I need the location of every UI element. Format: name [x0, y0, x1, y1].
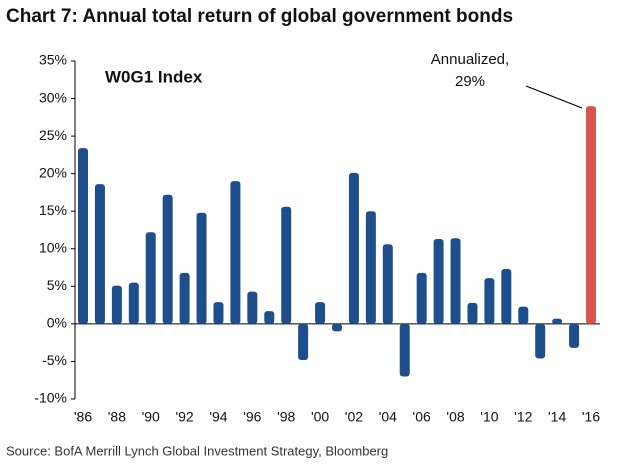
x-tick-label: '10 — [480, 409, 498, 425]
y-tick-label: 20% — [39, 164, 67, 180]
bar — [484, 278, 495, 324]
bar — [264, 311, 275, 324]
bar — [281, 206, 292, 324]
bar — [213, 302, 224, 324]
bar — [111, 285, 122, 324]
source: Source: BofA Merrill Lynch Global Invest… — [6, 443, 388, 458]
y-tick-label: 15% — [39, 202, 67, 218]
bar — [399, 323, 410, 377]
bar — [247, 291, 258, 324]
bar — [332, 323, 342, 332]
bar — [535, 323, 546, 359]
annotation: 29% — [455, 73, 485, 90]
x-tick-label: '86 — [74, 409, 92, 425]
y-tick-label: 25% — [39, 127, 67, 143]
bar — [518, 306, 529, 324]
bar — [145, 232, 156, 324]
annotation: W0G1 Index — [105, 67, 203, 86]
x-tick-label: '88 — [108, 409, 126, 425]
bar — [467, 302, 478, 324]
annotation: Annualized, — [431, 51, 509, 68]
bar — [196, 212, 207, 324]
x-tick-label: '92 — [175, 409, 193, 425]
y-tick-label: 0% — [47, 315, 67, 331]
x-tick-label: '96 — [243, 409, 261, 425]
y-tick-label: 5% — [47, 277, 67, 293]
bar — [94, 184, 105, 324]
y-tick-label: 35% — [39, 52, 67, 68]
bar — [501, 269, 512, 324]
bar — [162, 194, 173, 324]
bar — [552, 318, 563, 324]
bar — [128, 282, 139, 324]
x-tick-label: '16 — [582, 409, 600, 425]
bar — [586, 106, 596, 324]
bar — [433, 239, 444, 324]
x-tick-label: '04 — [379, 409, 397, 425]
y-tick-label: -10% — [34, 390, 67, 406]
bar — [230, 181, 241, 324]
chart-title: Chart 7: Annual total return of global g… — [6, 6, 513, 27]
x-tick-label: '90 — [142, 409, 160, 425]
bar — [450, 238, 461, 324]
bar — [382, 244, 393, 324]
bar — [348, 172, 359, 324]
bar — [78, 148, 88, 324]
x-tick-label: '12 — [514, 409, 532, 425]
x-tick-label: '14 — [548, 409, 566, 425]
y-tick-label: 30% — [39, 89, 67, 105]
x-tick-label: '02 — [345, 409, 363, 425]
bar — [298, 323, 309, 360]
bar — [569, 323, 580, 348]
y-tick-label: 10% — [39, 239, 67, 255]
bar — [365, 211, 376, 324]
bar — [315, 302, 326, 324]
x-tick-label: '98 — [277, 409, 295, 425]
y-tick-label: -5% — [42, 352, 67, 368]
annotation-line — [525, 85, 583, 109]
x-tick-label: '00 — [311, 409, 329, 425]
bar — [416, 272, 427, 324]
x-tick-label: '08 — [446, 409, 464, 425]
bar — [179, 272, 190, 324]
x-tick-label: '06 — [413, 409, 431, 425]
x-tick-label: '94 — [209, 409, 227, 425]
